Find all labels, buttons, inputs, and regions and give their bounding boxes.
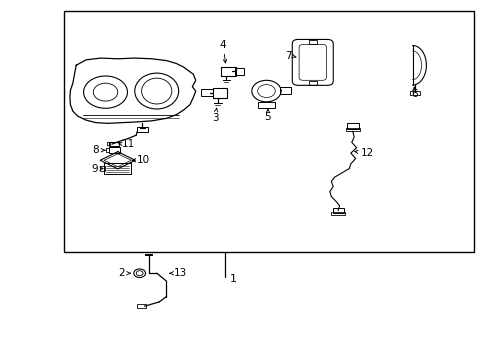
Text: 2: 2	[118, 268, 125, 278]
Bar	[234, 68, 244, 75]
Text: 1: 1	[229, 274, 236, 284]
Bar	[280, 87, 290, 94]
Bar	[409, 91, 419, 95]
Text: 7: 7	[284, 51, 291, 61]
Bar	[308, 40, 316, 44]
Bar	[137, 127, 148, 132]
Bar	[345, 129, 359, 131]
Bar	[200, 89, 213, 96]
Text: 6: 6	[410, 89, 417, 99]
Text: 4: 4	[219, 40, 225, 50]
Bar	[346, 123, 358, 129]
Text: 3: 3	[211, 113, 218, 123]
Bar	[330, 212, 344, 215]
Text: 12: 12	[360, 148, 373, 158]
Bar	[107, 142, 110, 145]
Bar	[105, 148, 109, 152]
Bar	[257, 102, 275, 108]
Text: 13: 13	[174, 268, 187, 278]
Bar	[100, 166, 105, 171]
Text: 9: 9	[91, 163, 98, 174]
Bar	[109, 141, 119, 146]
Bar	[64, 12, 473, 252]
Bar	[104, 163, 131, 174]
Bar	[221, 67, 235, 76]
Text: 8: 8	[92, 145, 99, 155]
Text: 10: 10	[137, 155, 150, 165]
Text: 5: 5	[264, 112, 271, 122]
Bar	[137, 305, 146, 308]
Bar	[308, 81, 316, 85]
Text: 11: 11	[122, 139, 135, 149]
Bar	[332, 208, 343, 213]
Bar	[212, 88, 227, 98]
Bar	[109, 147, 120, 153]
